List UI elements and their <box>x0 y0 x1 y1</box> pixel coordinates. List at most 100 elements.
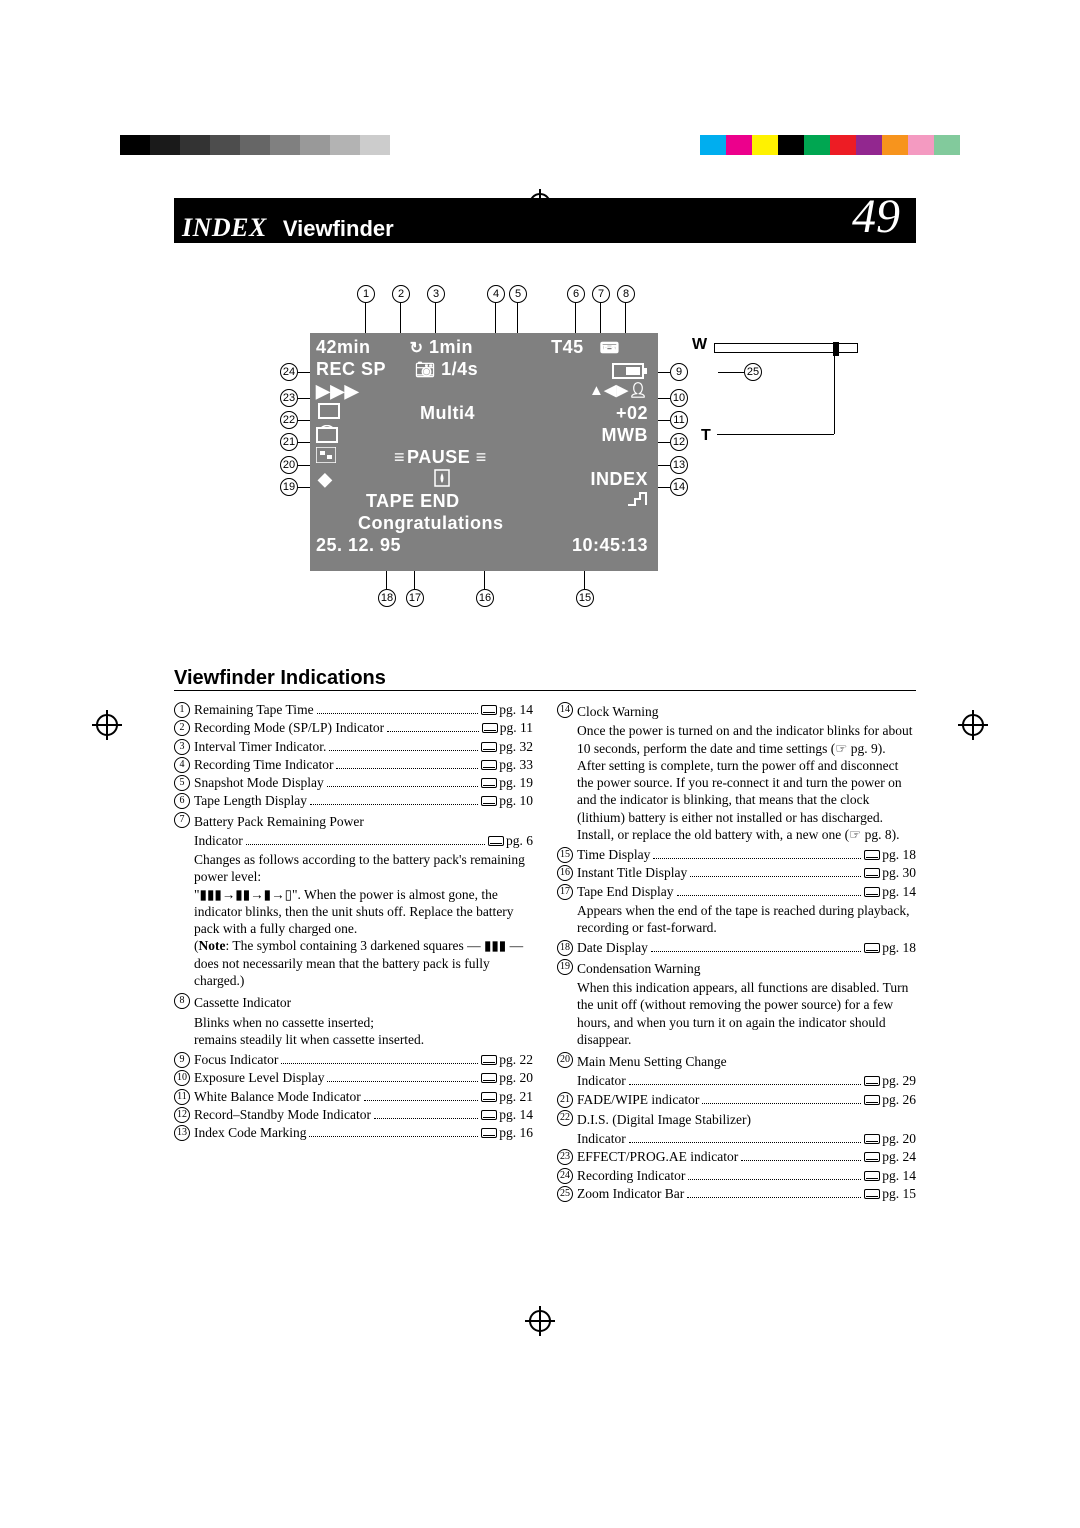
item-number: 3 <box>174 739 190 755</box>
index-label: INDEX <box>182 213 267 242</box>
book-icon <box>481 1055 497 1065</box>
vf-tape-time: 42min <box>316 337 371 357</box>
vf-multi: Multi4 <box>420 403 475 424</box>
zoom-w-label: W <box>692 336 707 354</box>
vf-rec-mode: REC SP <box>316 359 386 379</box>
item-number: 15 <box>557 847 573 863</box>
right-column: 14Clock WarningOnce the power is turned … <box>557 701 916 1203</box>
item-number: 2 <box>174 720 190 736</box>
vf-interval-timer: 1min <box>429 337 473 357</box>
vf-date: 25. 12. 95 <box>316 535 401 556</box>
book-icon <box>864 1134 880 1144</box>
callout-14: 14 <box>670 478 688 496</box>
book-icon <box>481 705 497 715</box>
zoom-leader-line <box>834 354 835 434</box>
book-icon <box>864 1152 880 1162</box>
book-icon <box>481 1073 497 1083</box>
callout-16: 16 <box>476 589 494 607</box>
item-number: 20 <box>557 1052 573 1068</box>
callout-9: 9 <box>670 363 688 381</box>
indicator-item: 7Battery Pack Remaining PowerIndicatorpg… <box>174 811 533 992</box>
page-title-bar: INDEX Viewfinder 49 <box>174 198 916 243</box>
indicator-item: 17Tape End Displaypg. 14Appears when the… <box>557 883 916 939</box>
indicator-item: 6Tape Length Displaypg. 10 <box>174 792 533 809</box>
indicator-item: 25Zoom Indicator Barpg. 15 <box>557 1185 916 1202</box>
vf-snapshot-mode: 1/4s <box>441 359 478 379</box>
menu-setting-icon: ◆ <box>318 469 332 490</box>
book-icon <box>481 796 497 806</box>
indicator-item: 10Exposure Level Displaypg. 20 <box>174 1069 533 1086</box>
callout-15: 15 <box>576 589 594 607</box>
cassette-icon: 📼︎ <box>599 340 620 357</box>
item-number: 8 <box>174 993 190 1009</box>
subheading: Viewfinder Indications <box>174 667 916 691</box>
item-number: 21 <box>557 1092 573 1108</box>
vf-wb: MWB <box>602 425 648 446</box>
book-icon <box>864 850 880 860</box>
item-number: 13 <box>174 1125 190 1141</box>
callout-11: 11 <box>670 411 688 429</box>
viewfinder-diagram: 1234567891011121314242322212019181716152… <box>174 267 916 625</box>
clock-warning-icon <box>626 491 648 512</box>
callout-4: 4 <box>487 285 505 303</box>
callout-21: 21 <box>280 433 298 451</box>
timer-icon: ↻ <box>410 340 424 357</box>
vf-time: 10:45:13 <box>572 535 648 556</box>
indicator-item: 15Time Displaypg. 18 <box>557 846 916 863</box>
book-icon <box>481 742 497 752</box>
book-icon <box>864 1189 880 1199</box>
item-number: 14 <box>557 702 573 718</box>
indicator-item: 19Condensation WarningWhen this indicati… <box>557 958 916 1050</box>
indicator-item: 12Record–Standby Mode Indicatorpg. 14 <box>174 1106 533 1123</box>
item-number: 23 <box>557 1149 573 1165</box>
item-number: 10 <box>174 1070 190 1086</box>
vf-exposure: +02 <box>616 403 648 424</box>
callout-10: 10 <box>670 389 688 407</box>
fade-wipe-icon <box>316 447 336 468</box>
callout-22: 22 <box>280 411 298 429</box>
book-icon <box>481 1110 497 1120</box>
callout-13: 13 <box>670 456 688 474</box>
callout-3: 3 <box>427 285 445 303</box>
zoom-t-label: T <box>701 427 711 445</box>
section-label: Viewfinder <box>271 216 394 241</box>
indicator-item: 8Cassette IndicatorBlinks when no casset… <box>174 992 533 1050</box>
book-icon <box>864 1076 880 1086</box>
vf-pause: PAUSE <box>407 447 470 467</box>
item-number: 25 <box>557 1186 573 1202</box>
page-content: INDEX Viewfinder 49 12345678910111213142… <box>174 198 916 1203</box>
vf-tape-end: TAPE END <box>366 491 460 512</box>
book-icon <box>481 778 497 788</box>
item-number: 7 <box>174 812 190 828</box>
callout-23: 23 <box>280 389 298 407</box>
callout-12: 12 <box>670 433 688 451</box>
printer-marks-top <box>0 135 1080 165</box>
registration-mark-bottom <box>529 1310 551 1332</box>
item-number: 17 <box>557 884 573 900</box>
book-icon <box>482 723 498 733</box>
item-number: 4 <box>174 757 190 773</box>
indicator-item: 23EFFECT/PROG.AE indicatorpg. 24 <box>557 1148 916 1165</box>
callout-17: 17 <box>406 589 424 607</box>
book-icon <box>864 1095 880 1105</box>
item-number: 9 <box>174 1052 190 1068</box>
indicator-item: 20Main Menu Setting ChangeIndicatorpg. 2… <box>557 1051 916 1090</box>
book-icon <box>481 1092 497 1102</box>
left-column: 1Remaining Tape Timepg. 142Recording Mod… <box>174 701 533 1203</box>
pause-leading-icon: ≡ <box>394 447 402 467</box>
callout-8: 8 <box>617 285 635 303</box>
indicator-item: 21FADE/WIPE indicatorpg. 26 <box>557 1091 916 1108</box>
callout-18: 18 <box>378 589 396 607</box>
item-number: 24 <box>557 1168 573 1184</box>
item-number: 11 <box>174 1089 190 1105</box>
item-number: 12 <box>174 1107 190 1123</box>
item-number: 22 <box>557 1110 573 1126</box>
item-number: 19 <box>557 959 573 975</box>
indicator-item: 5Snapshot Mode Displaypg. 19 <box>174 774 533 791</box>
indicator-item: 4Recording Time Indicatorpg. 33 <box>174 756 533 773</box>
callout-25: 25 <box>744 363 762 381</box>
indicator-item: 1Remaining Tape Timepg. 14 <box>174 701 533 718</box>
book-icon <box>481 1128 497 1138</box>
registration-mark-right <box>962 714 984 736</box>
condensation-icon <box>434 469 450 492</box>
